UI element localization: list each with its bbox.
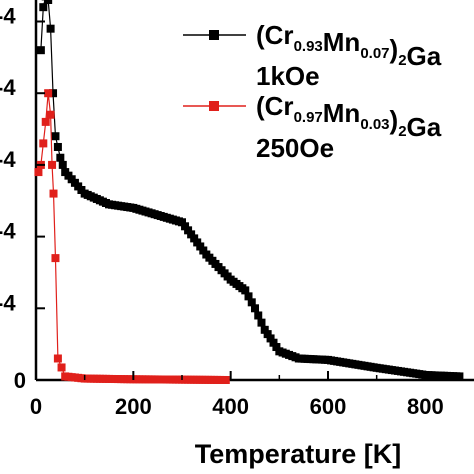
- data-point: [263, 330, 272, 339]
- data-point: [181, 222, 190, 231]
- chart-ticks: 0 200 400 600 800 0 -4 -4 -4 -4 -4: [0, 4, 444, 419]
- data-point: [36, 46, 45, 55]
- data-point: [57, 363, 66, 372]
- data-point: [178, 218, 186, 227]
- data-point: [199, 246, 208, 255]
- data-point: [455, 372, 464, 381]
- x-tick-label: 600: [310, 394, 347, 419]
- x-tick-label: 200: [115, 394, 152, 419]
- y-tick-label: -4: [0, 75, 16, 100]
- legend-text-part: ): [390, 34, 399, 64]
- data-point: [272, 343, 281, 352]
- data-point: [257, 318, 266, 327]
- data-point: [190, 234, 199, 243]
- legend-text-part: Mn: [323, 98, 361, 128]
- data-point: [184, 226, 193, 235]
- data-point: [266, 334, 275, 343]
- legend-text-part: ): [390, 105, 399, 135]
- legend-field-label: 1kOe: [256, 61, 320, 91]
- data-point: [196, 242, 205, 251]
- legend-subscript: 0.97: [294, 109, 323, 126]
- x-tick-label: 800: [407, 394, 444, 419]
- data-point: [56, 153, 65, 162]
- chart-marks: [34, 0, 464, 384]
- x-axis-title: Temperature [K]: [195, 439, 402, 469]
- y-tick-label: 0: [14, 368, 26, 393]
- data-point: [49, 189, 58, 198]
- data-point: [39, 139, 48, 148]
- chart-legend: (Cr0.93Mn0.07)2Ga1kOe(Cr0.97Mn0.03)2Ga25…: [183, 20, 442, 163]
- data-point: [247, 298, 256, 307]
- data-point: [44, 0, 53, 4]
- data-point: [44, 89, 53, 98]
- legend-text-part: Ga: [407, 112, 442, 142]
- legend-subscript: 0.03: [360, 116, 389, 133]
- y-tick-label: -4: [0, 4, 16, 29]
- legend-label: (Cr0.97Mn0.03)2Ga: [256, 91, 442, 142]
- y-tick-label: -4: [0, 219, 16, 244]
- data-point: [46, 110, 55, 119]
- x-tick-label: 400: [212, 394, 249, 419]
- y-tick-label: -4: [0, 290, 16, 315]
- data-point: [39, 3, 48, 12]
- data-point: [241, 286, 250, 295]
- legend-text-part: Mn: [323, 27, 361, 57]
- data-point: [260, 325, 269, 334]
- data-point: [49, 89, 58, 98]
- data-point: [41, 117, 50, 126]
- legend-text-part: (Cr: [256, 91, 294, 121]
- data-point: [48, 160, 57, 169]
- legend-marker: [209, 30, 219, 40]
- legend-text-part: Ga: [407, 41, 442, 71]
- data-point: [187, 230, 196, 239]
- legend-subscript: 2: [398, 123, 406, 140]
- legend-field-label: 250Oe: [256, 133, 334, 163]
- legend-subscript: 0.07: [360, 45, 389, 62]
- legend-subscript: 0.93: [294, 38, 323, 55]
- legend-text-part: (Cr: [256, 20, 294, 50]
- series-2: [34, 89, 230, 384]
- data-point: [53, 354, 62, 363]
- data-point: [58, 160, 67, 169]
- data-point: [269, 338, 278, 347]
- series-1: [36, 0, 464, 381]
- data-point: [251, 304, 259, 313]
- legend-subscript: 2: [398, 52, 406, 69]
- data-point: [193, 238, 202, 247]
- x-tick-label: 0: [30, 394, 42, 419]
- data-point: [51, 132, 60, 141]
- data-point: [244, 292, 253, 301]
- data-point: [254, 311, 263, 320]
- legend-label: (Cr0.93Mn0.07)2Ga: [256, 20, 442, 71]
- y-tick-label: -4: [0, 147, 16, 172]
- legend-marker: [209, 101, 219, 111]
- data-point: [53, 142, 62, 151]
- data-point: [34, 168, 43, 177]
- data-point: [51, 254, 60, 263]
- data-point: [46, 24, 55, 33]
- data-point: [221, 376, 230, 384]
